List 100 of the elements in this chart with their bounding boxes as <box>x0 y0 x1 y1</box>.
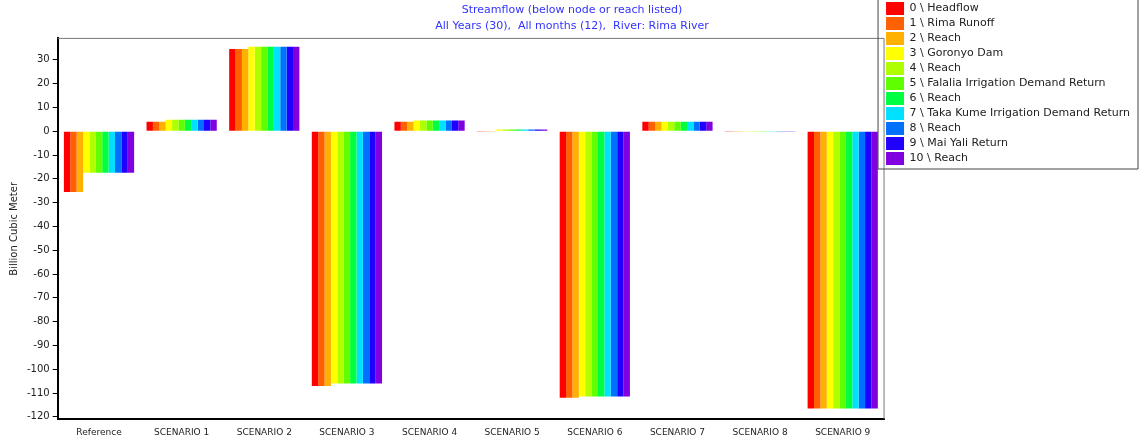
bar <box>865 131 872 409</box>
legend-label: 6 \ Reach <box>909 91 961 105</box>
x-tick-label: SCENARIO 1 <box>154 426 210 437</box>
y-tick-label: -100 <box>26 362 50 374</box>
bar <box>70 131 77 192</box>
legend-label: 7 \ Taka Kume Irrigation Demand Return <box>909 106 1131 120</box>
bar <box>280 46 287 131</box>
bar <box>871 131 878 409</box>
bar <box>343 131 351 384</box>
legend-label: 1 \ Rima Runoff <box>909 16 995 30</box>
bar <box>852 131 859 409</box>
bar <box>324 131 331 386</box>
bar <box>254 46 262 131</box>
x-tick-label: SCENARIO 8 <box>732 426 788 437</box>
bar <box>273 46 281 131</box>
bar <box>566 131 573 398</box>
bar <box>184 119 192 131</box>
bar <box>833 131 840 409</box>
bar <box>102 131 109 173</box>
y-tick-label: -20 <box>33 172 50 184</box>
x-tick-label: SCENARIO 9 <box>815 426 871 437</box>
x-tick-label: Reference <box>76 426 123 437</box>
y-tick-label: 20 <box>36 77 50 89</box>
bar <box>362 131 370 384</box>
bar <box>261 46 268 131</box>
bar <box>839 131 846 409</box>
bar <box>572 131 579 398</box>
bar <box>667 121 675 131</box>
y-tick-label: -120 <box>26 410 50 422</box>
bar <box>127 131 135 173</box>
y-tick-label: -40 <box>33 220 50 232</box>
bar <box>610 131 618 397</box>
bar <box>400 121 408 131</box>
bar <box>152 121 160 131</box>
bar <box>375 131 383 384</box>
x-tick-label: SCENARIO 7 <box>649 426 706 437</box>
bar <box>286 46 294 131</box>
bar <box>578 131 586 397</box>
bar <box>108 131 115 173</box>
bar <box>229 49 236 131</box>
bar <box>623 131 630 397</box>
bar <box>419 120 427 131</box>
legend-label: 10 \ Reach <box>909 151 968 165</box>
bar <box>248 46 255 131</box>
bar <box>407 121 414 131</box>
bar <box>591 131 599 397</box>
y-tick-label: -30 <box>33 196 50 208</box>
bar <box>617 131 624 397</box>
y-axis-title: Billion Cubic Meter <box>7 181 19 276</box>
bar <box>146 121 153 131</box>
bar <box>807 131 814 409</box>
bar <box>426 120 433 131</box>
y-tick-label: 0 <box>43 124 50 136</box>
bar <box>114 131 122 173</box>
bar <box>241 49 249 131</box>
bar <box>159 121 166 131</box>
bar <box>598 131 605 397</box>
bar <box>826 131 834 409</box>
bar <box>197 119 204 131</box>
bar <box>210 119 217 131</box>
bar <box>699 121 707 131</box>
bar <box>63 131 71 192</box>
bar <box>172 119 179 131</box>
bar <box>439 120 446 131</box>
bar <box>432 120 440 131</box>
bar <box>674 121 681 131</box>
bar <box>318 131 325 386</box>
bar <box>394 121 401 131</box>
bar <box>191 119 198 131</box>
bar <box>858 131 866 409</box>
legend-label: 9 \ Mai Yali Return <box>909 136 1009 150</box>
bar <box>655 121 662 131</box>
bar <box>648 121 656 131</box>
legend-label: 5 \ Falalia Irrigation Demand Return <box>909 76 1106 90</box>
legend-label: 3 \ Goronyo Dam <box>909 46 1004 60</box>
y-tick-label: -110 <box>26 386 50 398</box>
bar <box>89 131 96 173</box>
legend-label: 4 \ Reach <box>909 61 961 75</box>
bar <box>451 120 459 131</box>
bar <box>76 131 84 192</box>
legend-label: 0 \ Headflow <box>909 1 979 15</box>
bar <box>95 131 103 173</box>
bar <box>369 131 376 384</box>
y-tick-label: -90 <box>33 339 50 351</box>
bar <box>356 131 363 384</box>
y-tick-label: -60 <box>33 267 50 279</box>
bar <box>350 131 357 384</box>
bar <box>330 131 338 384</box>
bar <box>642 121 649 131</box>
bar <box>293 46 300 131</box>
bar <box>121 131 128 173</box>
y-tick-label: 30 <box>36 53 50 65</box>
bar <box>413 120 420 131</box>
bar <box>585 131 592 397</box>
bar <box>458 120 465 131</box>
x-tick-label: SCENARIO 2 <box>236 426 292 437</box>
bar <box>311 131 319 386</box>
y-tick-label: -50 <box>33 243 50 255</box>
bar <box>165 119 173 131</box>
bar <box>83 131 90 173</box>
